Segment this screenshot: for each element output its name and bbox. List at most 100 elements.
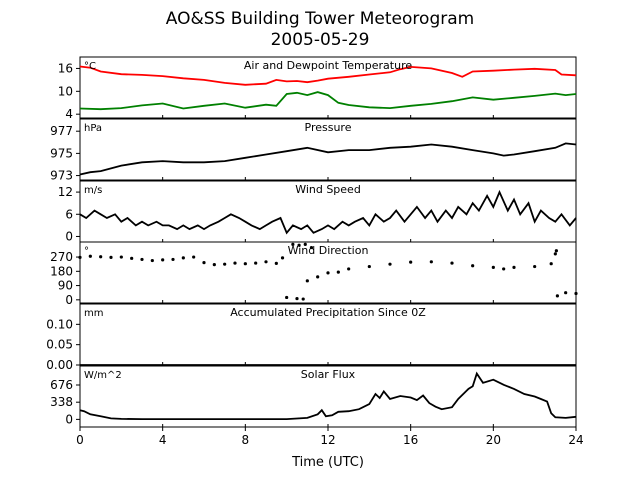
wind-direction-point	[305, 279, 309, 283]
x-axis-label: Time (UTC)	[291, 455, 364, 470]
wind-direction-point	[564, 291, 568, 295]
wind-direction-point	[161, 258, 165, 262]
wind-direction-point	[326, 271, 330, 275]
precipitation-y-tick-label: 0.05	[46, 338, 73, 352]
wind-direction-point	[554, 249, 558, 253]
wind-direction-point	[533, 264, 537, 269]
wind-direction-title: Wind Direction	[288, 244, 369, 257]
pressure-series-0	[79, 142, 577, 176]
wind-direction-point	[429, 260, 433, 264]
solar-flux-title: Solar Flux	[301, 368, 356, 381]
wind-direction-point	[202, 260, 206, 265]
wind-direction-point	[471, 264, 475, 268]
wind-direction-point	[150, 258, 154, 263]
precipitation-panel: 0.00 0.05 0.10 mm Accumulated Precipitation …	[46, 303, 577, 372]
wind-direction-point	[109, 255, 113, 259]
solar-flux-unit-label: W/m^2	[84, 370, 122, 381]
wind-direction-point	[553, 252, 557, 256]
wind-direction-point	[491, 265, 495, 269]
wind-speed-y-tick-label: 12	[58, 185, 73, 199]
x-tick-label: 0	[76, 433, 84, 447]
pressure-panel: 973 975 977 hPa Pressure	[50, 118, 577, 183]
wind-direction-point	[140, 257, 144, 262]
temperature-title: Air and Dewpoint Temperature	[244, 59, 412, 72]
wind-direction-point	[192, 255, 196, 259]
wind-direction-point	[99, 255, 103, 259]
solar-flux-y-tick-label: 676	[50, 378, 73, 392]
wind-direction-point	[512, 265, 516, 269]
x-tick-label: 12	[320, 433, 335, 447]
wind-direction-point	[301, 297, 305, 301]
x-tick-label: 20	[486, 433, 501, 447]
wind-direction-point	[549, 262, 553, 266]
temperature-panel: 4 10 16 °C Air and Dewpoint Temperature	[58, 56, 577, 121]
x-axis-ticks: 0 4 8 12 16 20 24	[76, 427, 584, 447]
pressure-unit-label: hPa	[84, 123, 102, 134]
solar-flux-panel: 0 338 676 W/m^2 Solar Flux	[50, 365, 577, 428]
wind-speed-title: Wind Speed	[295, 183, 361, 196]
wind-direction-point	[450, 261, 454, 265]
wind-direction-unit-label: °	[84, 246, 89, 257]
wind-direction-point	[316, 275, 320, 279]
wind-direction-point	[367, 264, 371, 269]
wind-direction-point	[119, 255, 123, 259]
precipitation-unit-label: mm	[84, 308, 103, 319]
pressure-y-tick-label: 977	[50, 124, 73, 138]
figure-date: 2005-05-29	[271, 30, 370, 50]
pressure-title: Pressure	[305, 121, 352, 134]
x-tick-label: 16	[403, 433, 418, 447]
temperature-unit-label: °C	[84, 61, 96, 72]
wind-direction-point	[280, 256, 285, 260]
wind-speed-y-tick-label: 0	[65, 229, 73, 243]
wind-direction-point	[336, 270, 340, 274]
precipitation-title: Accumulated Precipitation Since 0Z	[230, 306, 426, 319]
wind-direction-point	[130, 256, 134, 260]
wind-direction-point	[502, 267, 506, 271]
wind-direction-point	[295, 296, 299, 301]
wind-direction-point	[388, 262, 392, 266]
wind-direction-y-tick-label: 180	[50, 264, 73, 278]
precipitation-axes-frame	[79, 303, 577, 366]
pressure-y-tick-label: 973	[50, 169, 73, 183]
wind-direction-point	[291, 242, 295, 246]
temperature-series-1	[79, 91, 577, 111]
precipitation-y-tick-label: 0.10	[46, 317, 73, 331]
wind-direction-point	[181, 256, 185, 260]
wind-speed-y-tick-label: 6	[65, 207, 73, 221]
precipitation-y-tick-label: 0.00	[46, 358, 73, 372]
wind-direction-point	[555, 294, 560, 298]
wind-direction-point	[409, 260, 413, 264]
x-tick-label: 24	[568, 433, 583, 447]
pressure-y-tick-label: 975	[50, 146, 73, 160]
x-tick-label: 8	[242, 433, 250, 447]
wind-direction-y-tick-label: 90	[58, 279, 73, 293]
wind-direction-point	[347, 267, 351, 271]
wind-speed-unit-label: m/s	[84, 185, 102, 196]
temperature-axes-frame	[79, 56, 577, 119]
wind-direction-point	[233, 261, 237, 265]
temperature-y-tick-label: 10	[58, 84, 73, 98]
wind-direction-point	[171, 257, 175, 262]
wind-direction-point	[285, 295, 289, 300]
pressure-axes-frame	[79, 118, 577, 181]
wind-speed-series-0	[79, 189, 577, 235]
solar-flux-y-tick-label: 0	[65, 412, 73, 426]
wind-direction-point	[303, 242, 307, 246]
temperature-series-0	[79, 65, 577, 86]
wind-direction-point	[223, 262, 227, 266]
wind-direction-point	[574, 291, 578, 296]
temperature-y-tick-label: 16	[58, 61, 73, 75]
wind-speed-axes-frame	[79, 180, 577, 243]
wind-direction-point	[78, 255, 82, 259]
wind-direction-point	[254, 261, 258, 265]
wind-direction-y-tick-label: 0	[65, 293, 73, 307]
solar-flux-series-0	[79, 371, 577, 420]
solar-flux-y-tick-label: 338	[50, 395, 73, 409]
temperature-y-tick-label: 4	[65, 107, 73, 121]
wind-speed-panel: 0 6 12 m/s Wind Speed	[58, 180, 577, 243]
wind-direction-point	[309, 245, 314, 250]
figure-title: AO&SS Building Tower Meteorogram	[166, 9, 474, 29]
